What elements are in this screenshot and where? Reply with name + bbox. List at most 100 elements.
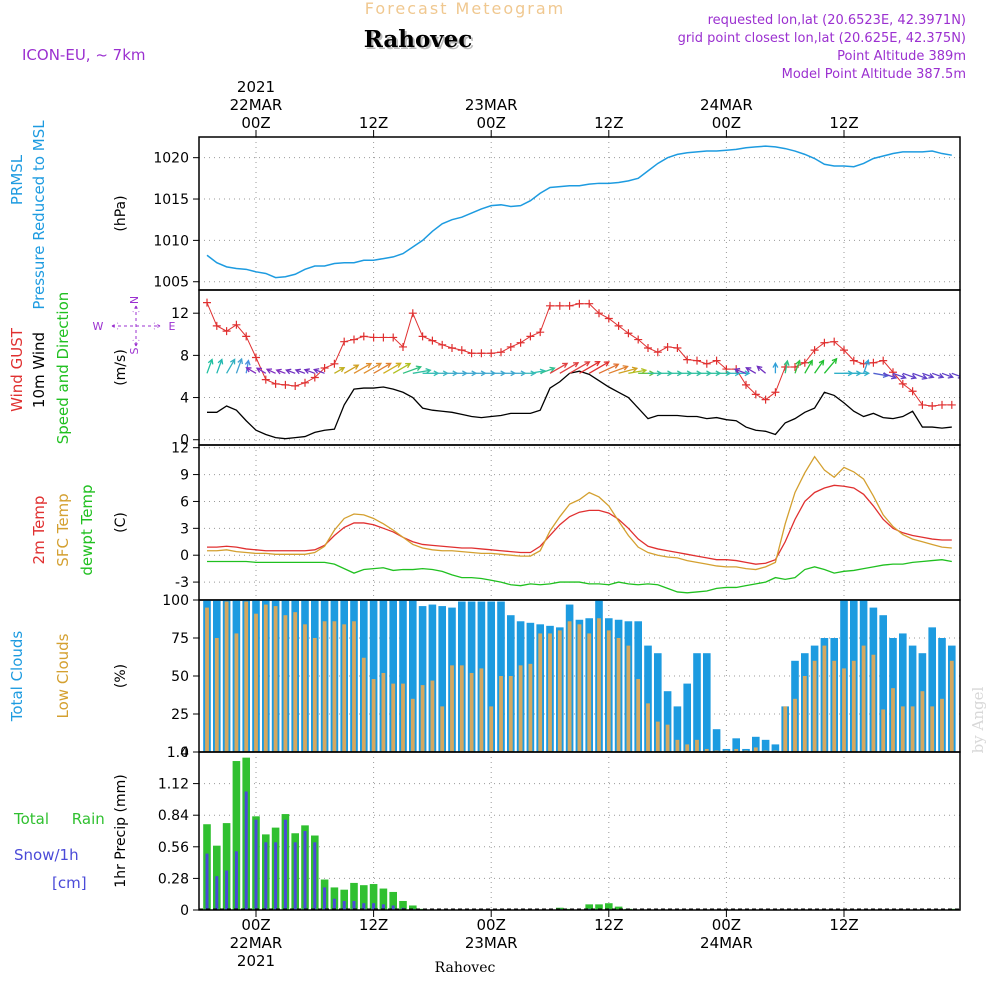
- footer-location: Rahovec: [435, 960, 496, 976]
- wind-direction-arrow: [873, 372, 890, 379]
- wind-title-1: 10m Wind: [30, 332, 48, 408]
- gust-marker: [281, 380, 290, 389]
- gust-marker: [644, 343, 652, 352]
- y-tick-label: 0: [180, 745, 189, 761]
- total-cloud-bar: [693, 653, 701, 752]
- wind-direction-arrow: [206, 358, 214, 374]
- rain-bar: [379, 888, 388, 910]
- gust-marker: [928, 401, 937, 410]
- y-tick-label: 1005: [153, 275, 189, 291]
- page-title: Rahovec: [364, 26, 473, 53]
- wind-direction-arrow: [559, 362, 580, 374]
- snow-unit-label: [cm]: [52, 874, 87, 892]
- wind-direction-arrow: [569, 361, 591, 374]
- low-cloud-bar: [557, 630, 562, 752]
- wind-direction-arrow: [598, 363, 620, 374]
- top-x-label: 24MAR: [700, 96, 753, 114]
- low-cloud-bar: [714, 750, 719, 752]
- total-rain-label: Total Rain: [13, 810, 105, 828]
- wind-direction-arrow: [579, 360, 601, 374]
- gust-marker: [497, 348, 505, 357]
- y-axis-label: (C): [113, 512, 129, 533]
- wind-direction-arrow: [265, 368, 276, 374]
- low-cloud-bar: [626, 645, 631, 752]
- snow-bar: [323, 887, 327, 910]
- bottom-x-label: 00Z: [477, 916, 506, 934]
- gust-marker: [359, 332, 368, 341]
- bottom-x-label: 23MAR: [465, 934, 518, 952]
- rain-bar: [369, 884, 378, 910]
- bottom-x-label: 12Z: [829, 916, 858, 934]
- low-cloud-bar: [234, 633, 239, 752]
- total-cloud-bar: [908, 645, 917, 752]
- y-tick-label: 0: [180, 548, 189, 564]
- y-tick-label: 1010: [153, 233, 189, 249]
- low-cloud-bar: [910, 706, 915, 752]
- rain-bar: [222, 823, 231, 910]
- wind-direction-arrow: [902, 372, 918, 380]
- wind-direction-arrow: [922, 372, 935, 379]
- total-cloud-bar: [761, 739, 770, 752]
- wind-direction-arrow: [608, 365, 629, 374]
- low-cloud-bar: [812, 660, 817, 752]
- gust-marker: [487, 349, 496, 358]
- temp-title-1: SFC Temp: [54, 493, 72, 566]
- temp-title-0: 2m Temp: [30, 496, 48, 565]
- total-cloud-bar: [938, 638, 946, 752]
- low-cloud-bar: [577, 624, 582, 752]
- low-cloud-bar: [371, 679, 376, 752]
- low-cloud-bar: [695, 739, 699, 752]
- low-cloud-bar: [655, 721, 660, 752]
- panel-pressure: 1005 1010 1015 1020 (hPa) PRMSL Pressure Reduc…: [8, 120, 961, 310]
- gust-marker: [761, 395, 770, 404]
- low-cloud-bar: [459, 665, 464, 752]
- compass-ns-arrow: [132, 305, 140, 347]
- wind-direction-arrow: [275, 368, 286, 375]
- low-cloud-bar: [224, 601, 229, 752]
- low-cloud-bar: [332, 621, 337, 752]
- total-cloud-bar: [654, 653, 662, 752]
- wind-direction-arrow: [343, 364, 360, 374]
- total-cloud-bar: [752, 736, 760, 752]
- compass-south: S: [128, 347, 141, 354]
- low-cloud-bar: [479, 668, 484, 752]
- snow-bar: [391, 905, 395, 910]
- snow-bar: [215, 876, 219, 910]
- wind-direction-arrow: [549, 362, 569, 374]
- wind-direction-arrow: [285, 368, 296, 375]
- total-cloud-bar: [438, 606, 446, 752]
- gust-marker: [526, 332, 535, 341]
- wind-direction-arrow: [823, 357, 838, 374]
- low-cloud-bar: [293, 612, 298, 752]
- low-cloud-bar: [822, 645, 827, 752]
- gust-marker: [624, 329, 633, 338]
- gust-marker: [536, 328, 545, 337]
- total-cloud-bar: [673, 706, 682, 752]
- title-shadow: Rahovec: [366, 28, 475, 55]
- top-x-label: 12Z: [594, 114, 623, 132]
- snow-bar: [264, 842, 268, 910]
- y-axis-label: (%): [113, 664, 129, 688]
- total-cloud-bar: [389, 600, 397, 752]
- gust-marker: [879, 356, 888, 365]
- snow-bar: [244, 791, 248, 910]
- total-cloud-bar: [663, 691, 672, 752]
- total-clouds-label: Total Clouds: [8, 631, 26, 723]
- gust-marker: [271, 379, 280, 388]
- snow-bar: [205, 853, 209, 910]
- plot-area: [203, 298, 960, 440]
- wind-direction-arrow: [794, 359, 801, 374]
- low-cloud-bar: [871, 654, 876, 752]
- wind-direction-arrow: [334, 367, 346, 374]
- wind-direction-arrow: [226, 358, 236, 374]
- wind-direction-arrow: [353, 362, 373, 374]
- low-cloud-bar: [410, 698, 415, 752]
- low-cloud-bar: [949, 660, 954, 752]
- rain-bar: [232, 761, 241, 910]
- gust-marker: [575, 299, 584, 308]
- rain-bar: [614, 906, 623, 910]
- low-cloud-bar: [930, 706, 935, 752]
- wind-direction-arrow: [412, 367, 432, 374]
- gust-marker: [222, 327, 231, 336]
- top-x-label: 2021: [237, 78, 275, 96]
